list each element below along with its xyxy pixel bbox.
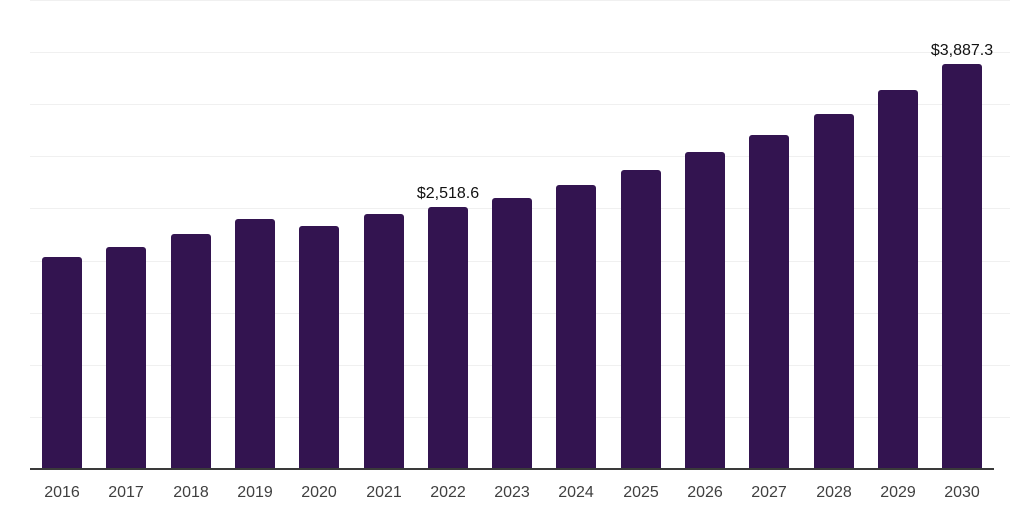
bar-2018[interactable] — [171, 234, 211, 469]
bar-2026[interactable] — [685, 152, 725, 469]
bar-2022[interactable] — [428, 207, 468, 469]
bar-2016[interactable] — [42, 257, 82, 469]
bar-2027[interactable] — [749, 135, 789, 469]
x-tick-label-2027: 2027 — [751, 484, 787, 501]
x-tick-label-2021: 2021 — [366, 484, 402, 501]
bar-2024[interactable] — [556, 185, 596, 469]
x-tick-label-2023: 2023 — [494, 484, 530, 501]
bar-value-label-2022: $2,518.6 — [416, 185, 480, 202]
gridline-3000 — [30, 156, 1010, 157]
bar-2028[interactable] — [814, 114, 854, 469]
x-tick-label-2028: 2028 — [816, 484, 852, 501]
bar-2020[interactable] — [299, 226, 339, 469]
x-axis-line — [30, 468, 994, 470]
x-tick-label-2019: 2019 — [237, 484, 273, 501]
x-axis-labels: 2016 2017 2018 2019 2020 2021 2022 2023 2024 2025… — [30, 483, 1010, 505]
x-tick-label-2025: 2025 — [623, 484, 659, 501]
x-tick-label-2020: 2020 — [301, 484, 337, 501]
gridline-3500 — [30, 104, 1010, 105]
x-tick-label-2017: 2017 — [108, 484, 144, 501]
bar-2029[interactable] — [878, 90, 918, 469]
x-tick-label-2022: 2022 — [430, 484, 466, 501]
gridline-4000 — [30, 52, 1010, 53]
bar-2019[interactable] — [235, 219, 275, 469]
x-tick-label-2024: 2024 — [558, 484, 594, 501]
bar-2017[interactable] — [106, 247, 146, 469]
x-tick-label-2029: 2029 — [880, 484, 916, 501]
bar-2030[interactable] — [942, 64, 982, 469]
x-tick-label-2026: 2026 — [687, 484, 723, 501]
plot-area: $2,518.6 $3,887.3 — [30, 0, 1010, 470]
x-tick-label-2018: 2018 — [173, 484, 209, 501]
gridline-4500 — [30, 0, 1010, 1]
x-tick-label-2016: 2016 — [44, 484, 80, 501]
bar-2021[interactable] — [364, 214, 404, 469]
bar-2025[interactable] — [621, 170, 661, 469]
x-tick-label-2030: 2030 — [944, 484, 980, 501]
bar-value-label-2030: $3,887.3 — [930, 42, 994, 59]
bar-2023[interactable] — [492, 198, 532, 469]
